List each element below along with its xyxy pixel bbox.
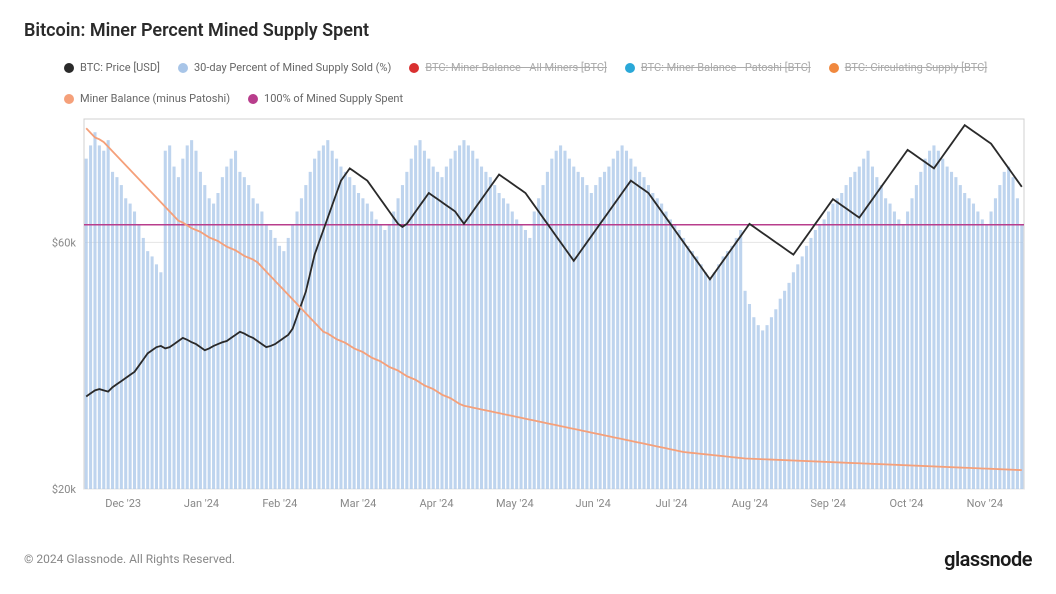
svg-text:Mar '24: Mar '24 (340, 497, 376, 510)
chart-area: $20k$60k04080120696K708K720K732KDec '23J… (24, 109, 1032, 529)
svg-text:Jan '24: Jan '24 (184, 497, 219, 510)
brand-logo: glassnode (944, 547, 1032, 571)
svg-text:Nov '24: Nov '24 (967, 497, 1003, 510)
legend-item[interactable]: BTC: Miner Balance - Patoshi [BTC] (625, 61, 811, 74)
legend-item[interactable]: 100% of Mined Supply Spent (248, 92, 403, 105)
legend: BTC: Price [USD] 30-day Percent of Mined … (24, 61, 1032, 105)
svg-text:Apr '24: Apr '24 (419, 497, 453, 510)
svg-text:$20k: $20k (52, 483, 77, 496)
legend-label: Miner Balance (minus Patoshi) (80, 92, 230, 105)
svg-text:$60k: $60k (52, 236, 77, 249)
chart-svg: $20k$60k04080120696K708K720K732KDec '23J… (24, 109, 1032, 529)
legend-label: 30-day Percent of Mined Supply Sold (%) (194, 61, 391, 74)
legend-item[interactable]: BTC: Circulating Supply [BTC] (829, 61, 987, 74)
legend-label: 100% of Mined Supply Spent (264, 92, 403, 105)
svg-text:Feb '24: Feb '24 (262, 497, 297, 510)
legend-label: BTC: Miner Balance - All Miners [BTC] (425, 61, 607, 74)
svg-text:Jun '24: Jun '24 (576, 497, 611, 510)
svg-text:Dec '23: Dec '23 (105, 497, 141, 510)
legend-item[interactable]: Miner Balance (minus Patoshi) (64, 92, 230, 105)
legend-item[interactable]: BTC: Miner Balance - All Miners [BTC] (409, 61, 607, 74)
svg-text:Jul '24: Jul '24 (656, 497, 688, 510)
copyright: © 2024 Glassnode. All Rights Reserved. (24, 552, 235, 566)
legend-label: BTC: Miner Balance - Patoshi [BTC] (641, 61, 811, 74)
legend-swatch (64, 94, 74, 104)
legend-swatch (64, 63, 74, 73)
legend-swatch (248, 94, 258, 104)
legend-swatch (625, 63, 635, 73)
legend-item[interactable]: 30-day Percent of Mined Supply Sold (%) (178, 61, 391, 74)
legend-label: BTC: Price [USD] (80, 61, 160, 74)
legend-label: BTC: Circulating Supply [BTC] (845, 61, 987, 74)
svg-text:Aug '24: Aug '24 (732, 497, 768, 510)
legend-item[interactable]: BTC: Price [USD] (64, 61, 160, 74)
svg-text:Sep '24: Sep '24 (810, 497, 846, 510)
svg-text:Oct '24: Oct '24 (890, 497, 924, 510)
legend-swatch (409, 63, 419, 73)
chart-title: Bitcoin: Miner Percent Mined Supply Spen… (24, 20, 1032, 41)
svg-text:May '24: May '24 (496, 497, 534, 510)
legend-swatch (829, 63, 839, 73)
legend-swatch (178, 63, 188, 73)
